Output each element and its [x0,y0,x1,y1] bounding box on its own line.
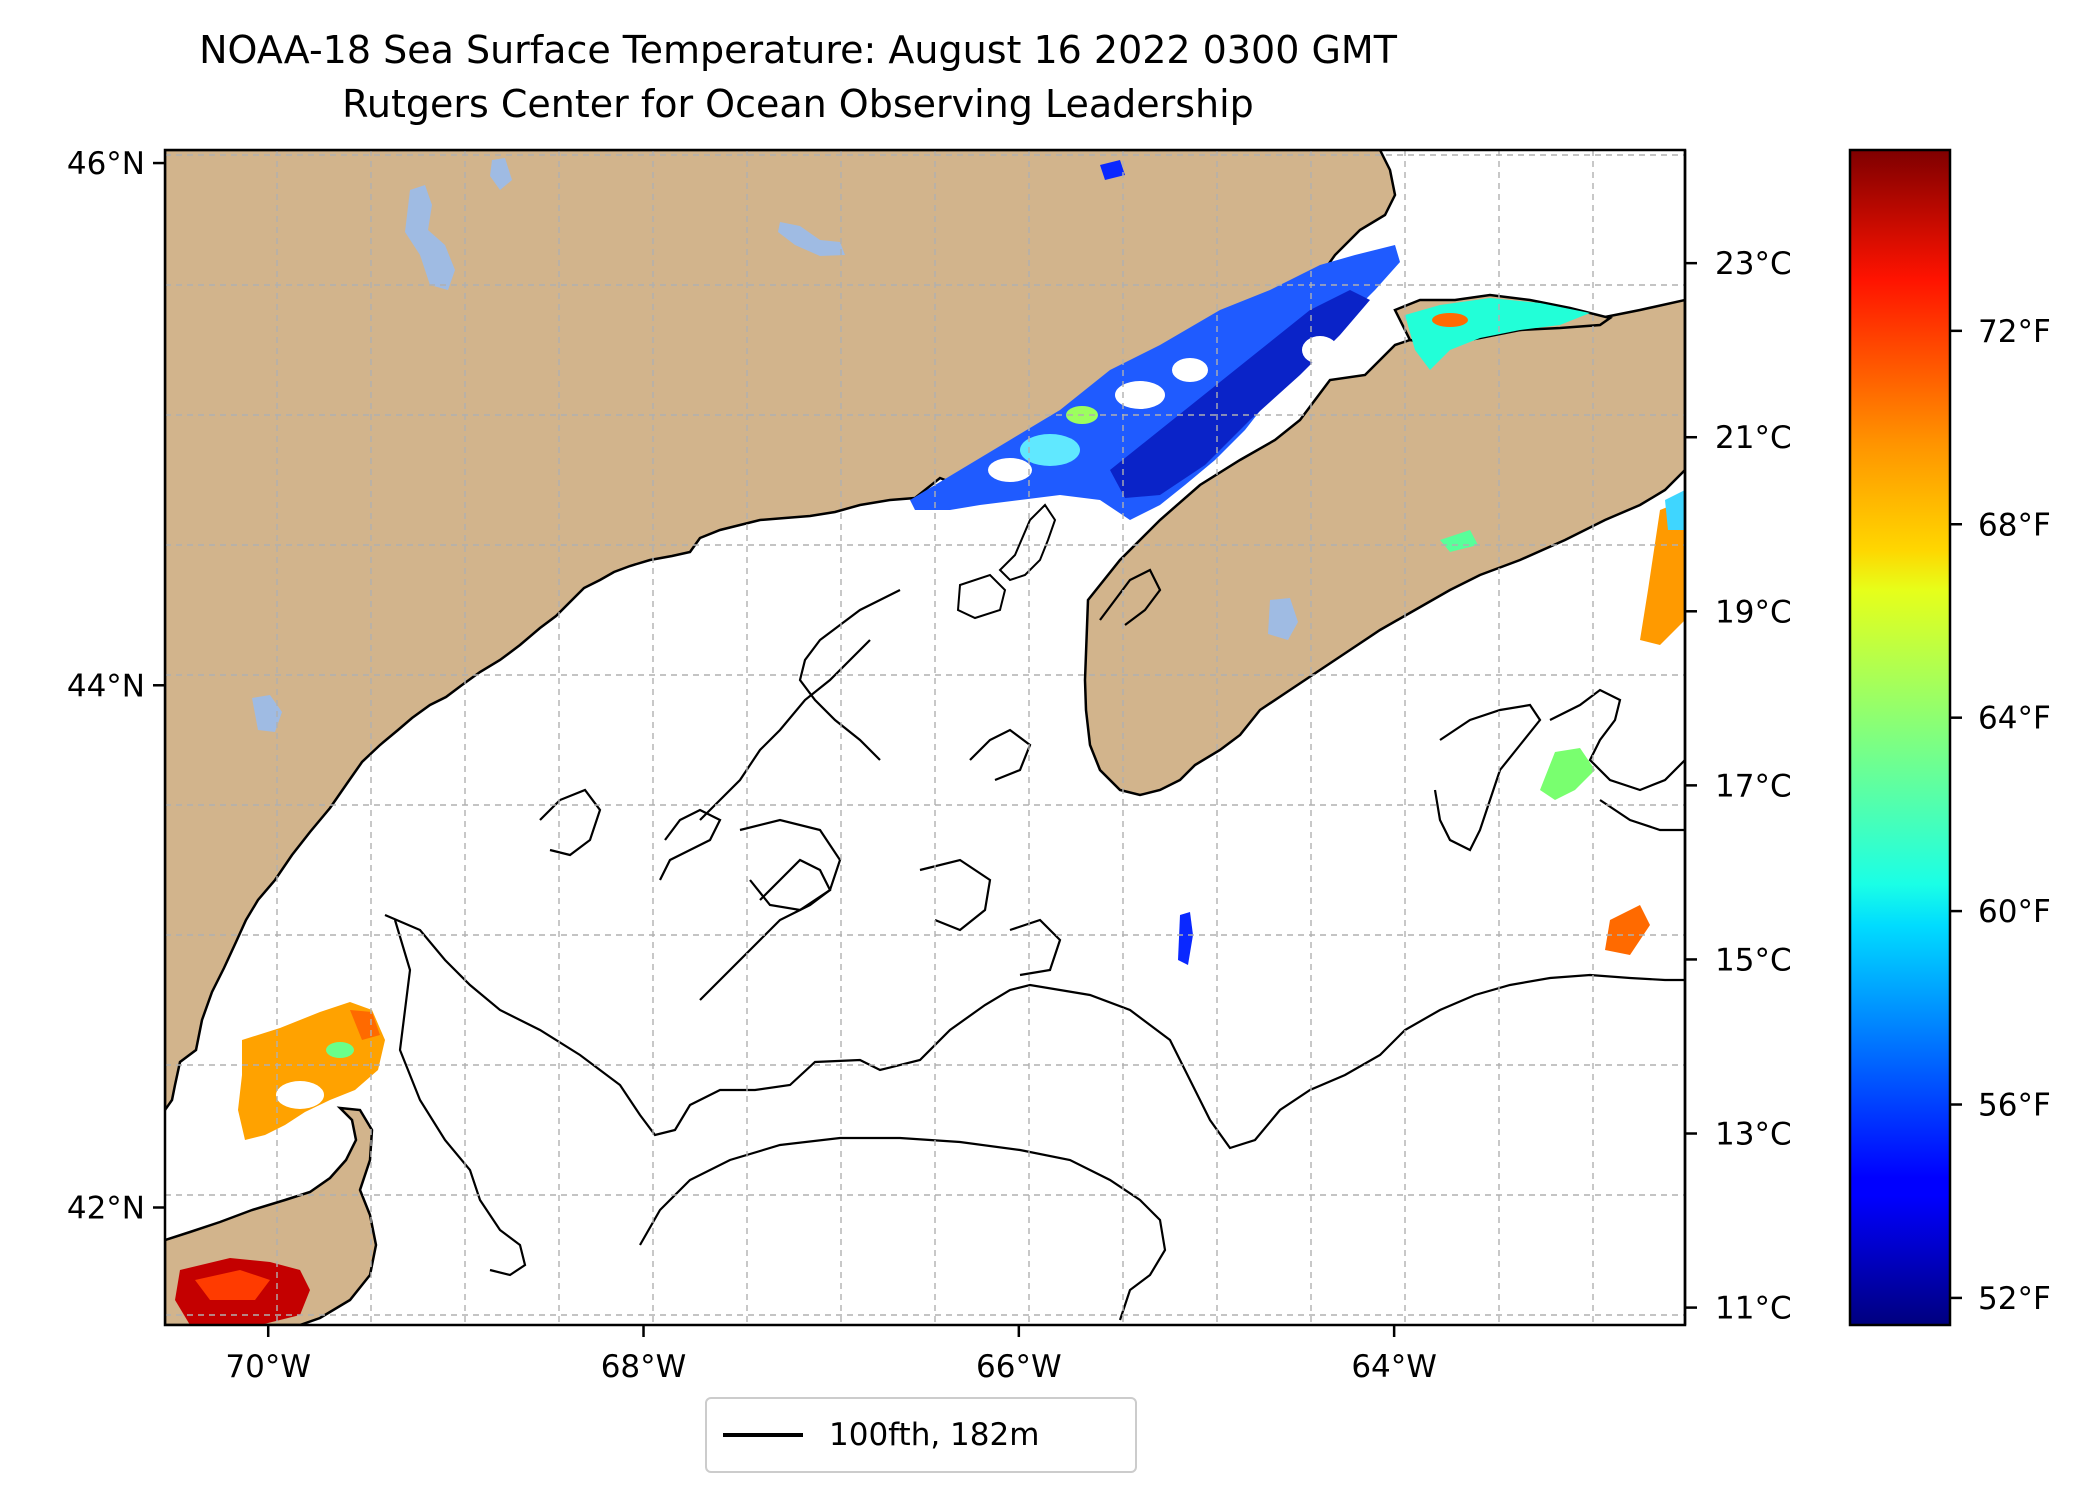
lat-tick-label: 42°N [67,1191,145,1227]
sst-northumberland-strait [1405,298,1590,370]
fahrenheit-tick-label: 72°F [1978,314,2051,350]
fahrenheit-tick-label: 68°F [1978,507,2051,543]
legend: 100fth, 182m [705,1397,1137,1473]
map-title: NOAA-18 Sea Surface Temperature: August … [199,28,1397,72]
lon-tick-label: 66°W [976,1349,1062,1385]
colorbar [1848,148,1952,1327]
fahrenheit-tick-label: 56°F [1978,1088,2051,1124]
lake-st-john [778,222,845,256]
celsius-tick-label: 11°C [1715,1291,1792,1327]
sst-massachusetts-bay [238,1002,385,1140]
sst-shelf-spots [1100,160,1650,965]
lake-small-north [490,158,512,190]
celsius-tick-label: 21°C [1715,420,1792,456]
lat-tick-label: 46°N [67,146,145,182]
map-area [165,150,1685,1325]
celsius-tick-label: 17°C [1715,768,1792,804]
legend-label: 100fth, 182m [829,1417,1040,1453]
lat-axis: 42°N 44°N 46°N [67,146,165,1227]
colorbar-celsius-axis: 11°C 13°C 15°C 17°C 19°C 21°C 23°C [1685,246,1792,1327]
sst-nova-scotia-east [1640,490,1685,645]
lon-axis: 70°W 68°W 66°W 64°W [225,1325,1437,1385]
land-grand-manan [998,503,1057,582]
lake-west [252,695,282,732]
land-campobello [956,573,1007,620]
sst-bay-of-fundy [910,245,1400,520]
fahrenheit-tick-label: 64°F [1978,701,2051,737]
lon-tick-label: 68°W [601,1349,687,1385]
lake-nova-scotia [1268,598,1298,640]
map-subtitle: Rutgers Center for Ocean Observing Leade… [342,82,1254,126]
isobath-100fth [384,568,1685,1321]
fahrenheit-tick-label: 52°F [1978,1281,2051,1317]
celsius-tick-label: 15°C [1715,942,1792,978]
lon-tick-label: 64°W [1351,1349,1437,1385]
celsius-tick-label: 23°C [1715,246,1792,282]
colorbar-fahrenheit-axis: 52°F 56°F 60°F 64°F 68°F 72°F [1950,314,2051,1317]
celsius-tick-label: 19°C [1715,594,1792,630]
lat-tick-label: 44°N [67,668,145,704]
celsius-tick-label: 13°C [1715,1117,1792,1153]
lon-tick-label: 70°W [225,1349,311,1385]
land-nova-scotia [1083,298,1685,797]
legend-line-swatch [723,1433,803,1437]
sst-cape-cod-south [175,1258,310,1325]
fahrenheit-tick-label: 60°F [1978,894,2051,930]
gridlines [165,150,1685,1325]
lake-moosehead [405,185,455,290]
